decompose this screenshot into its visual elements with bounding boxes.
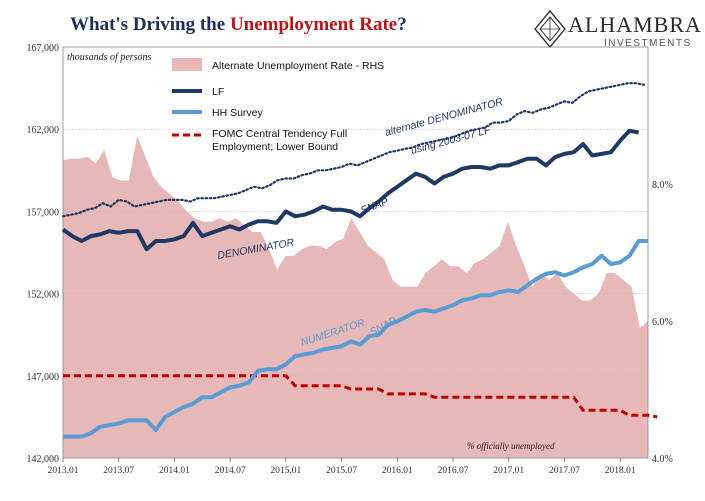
alternate-denominator-line [61, 82, 646, 218]
y-right-tick-label: 4.0% [652, 454, 673, 465]
fomc-line [63, 374, 658, 419]
alhambra-logo: ALHAMBRA INVESTMENTS [530, 8, 702, 52]
y-axis-label: thousands of persons [67, 52, 152, 63]
x-tick-label: 2016.01 [382, 466, 413, 476]
x-tick-label: 2016.07 [438, 466, 469, 476]
logo-subtitle: INVESTMENTS [604, 38, 692, 49]
legend-label-hh: HH Survey [212, 107, 264, 119]
lf-line [61, 128, 640, 252]
legend-label-alt: Alternate Unemployment Rate - RHS [212, 60, 384, 72]
y-right-tick-label: 6.0% [652, 317, 673, 328]
x-tick-label: 2018.01 [605, 466, 636, 476]
title-highlight: Unemployment Rate [229, 14, 398, 35]
legend-label-fomc-2: Employment; Lower Bound [212, 141, 338, 153]
x-tick-label: 2014.07 [215, 466, 246, 476]
title-pre: What's Driving the [70, 14, 230, 35]
x-tick-label: 2015.01 [270, 466, 301, 476]
hh-survey-line [63, 239, 648, 439]
x-tick-label: 2014.01 [159, 466, 190, 476]
alt-unemployment-area [63, 136, 648, 458]
logo-name: ALHAMBRA [568, 12, 702, 37]
y-tick-label: 157,000 [27, 207, 60, 218]
annotation-snap-lf: SNAP [359, 196, 390, 217]
legend-label-fomc-1: FOMC Central Tendency Full [212, 128, 347, 140]
y-right-tick-label: 8.0% [652, 180, 673, 191]
chart-title: What's Driving the Unemployment Rate? [70, 14, 407, 36]
legend-swatch-alt [172, 58, 202, 71]
x-tick-label: 2017.07 [549, 466, 580, 476]
y-tick-label: 162,000 [27, 125, 60, 136]
x-tick-label: 2013.01 [48, 466, 79, 476]
y-tick-label: 147,000 [27, 372, 60, 383]
y-tick-label: 152,000 [27, 290, 60, 301]
y-tick-label: 142,000 [27, 454, 60, 465]
title-post: ? [397, 14, 407, 35]
x-tick-label: 2015.07 [326, 466, 357, 476]
plot-frame [62, 46, 649, 459]
y-right-axis-label: % officially unemployed [467, 441, 555, 451]
legend-label-lf: LF [212, 86, 224, 98]
x-tick-label: 2017.01 [493, 466, 524, 476]
x-tick-label: 2013.07 [103, 466, 134, 476]
y-tick-label: 167,000 [27, 43, 60, 54]
